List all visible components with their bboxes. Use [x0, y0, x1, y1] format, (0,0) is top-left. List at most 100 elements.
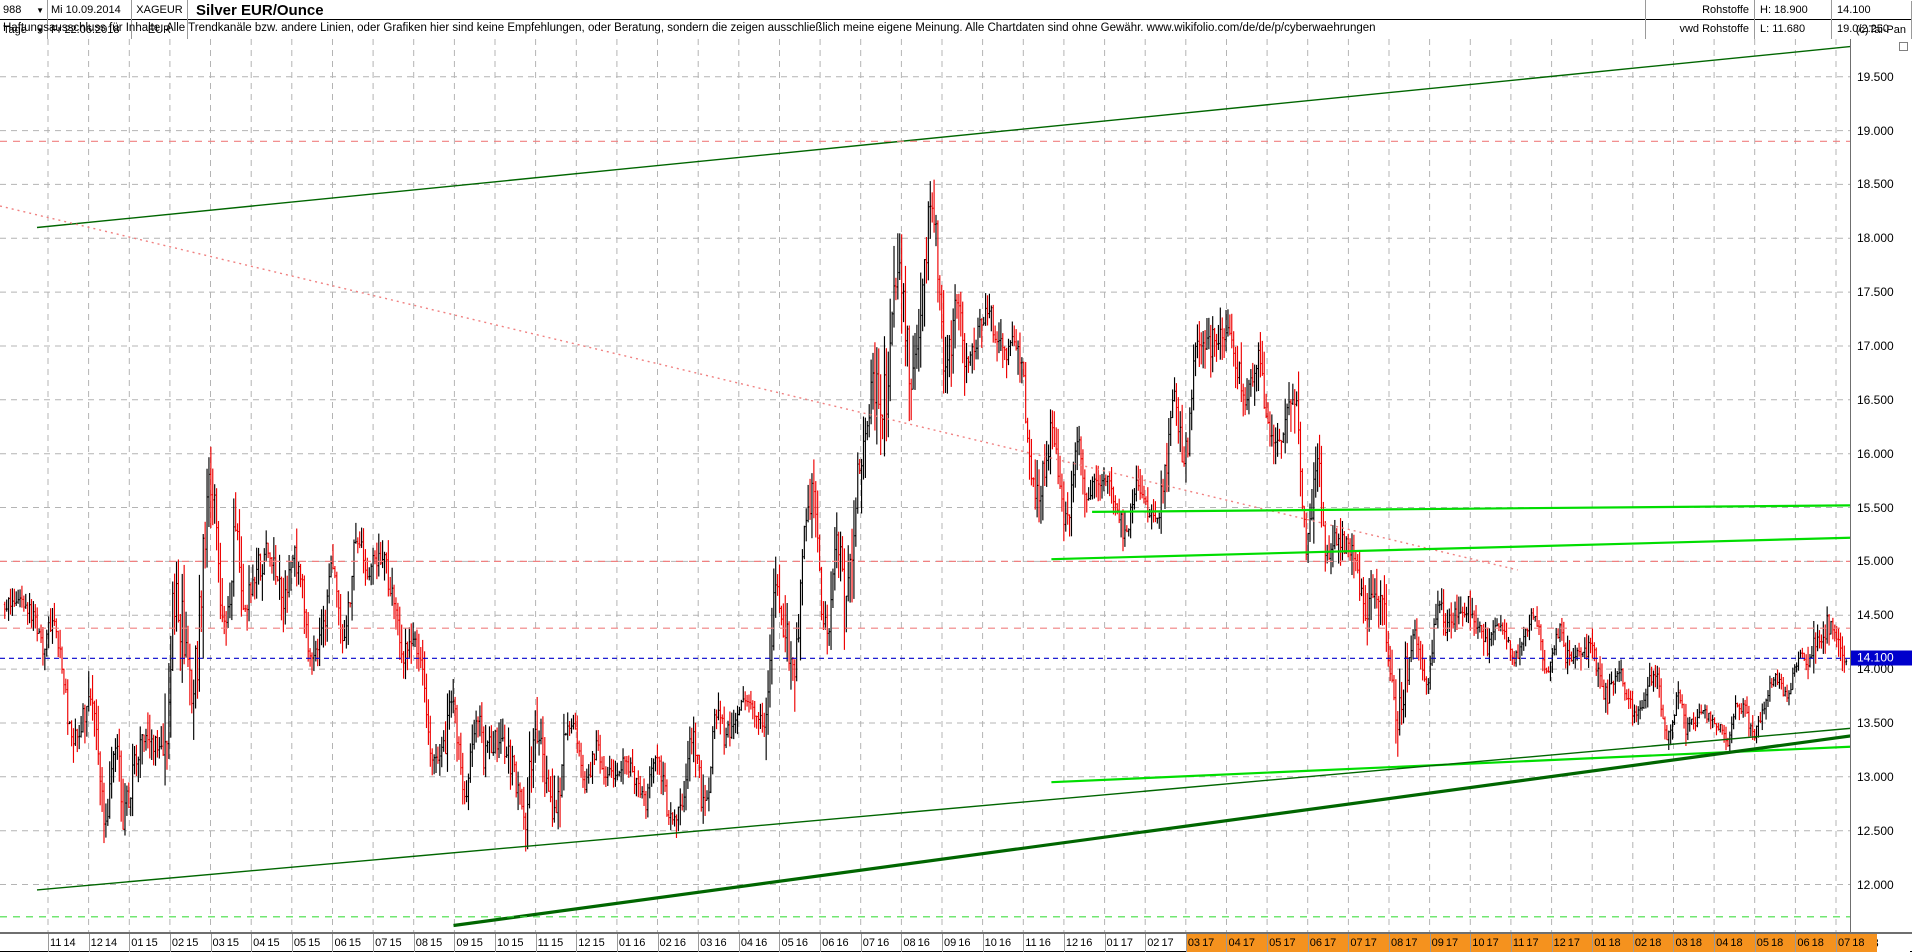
x-axis-tick-label: 08 16 [901, 934, 942, 952]
y-axis-tick-label: 18.000 [1857, 231, 1894, 246]
x-tick-month: 04 [1228, 937, 1241, 949]
x-axis-tick-label: 10 15 [495, 934, 536, 952]
disclaimer-text: Haftungsausschluss für Inhalte: Alle Tre… [3, 22, 1376, 34]
x-axis-date-scale[interactable]: L 22.06.18 11141214011502150315041505150… [0, 933, 1912, 952]
x-tick-month: 05 [293, 937, 307, 949]
x-tick-month: 08 [1391, 937, 1404, 949]
x-tick-month: 11 [537, 937, 550, 949]
y-axis-tick-label: 18.500 [1857, 177, 1894, 192]
x-axis-tick-label: 06 16 [820, 934, 861, 952]
x-tick-month: 10 [1472, 937, 1485, 949]
x-tick-year: 16 [714, 937, 727, 949]
x-axis-tick-label: 05 16 [779, 934, 820, 952]
x-axis-tick-label: 09 16 [942, 934, 983, 952]
x-tick-month: 05 [1756, 937, 1769, 949]
x-tick-month: 12 [578, 937, 591, 949]
scale-settings-icon[interactable] [1899, 42, 1908, 51]
bars-count-selector[interactable]: 988 ▼ [0, 0, 48, 20]
thin-green-rising-support [36, 727, 1850, 891]
x-axis-tick-label: 10 17 [1470, 934, 1511, 952]
x-tick-year: 16 [917, 937, 930, 949]
x-tick-year: 15 [348, 937, 361, 949]
chevron-down-icon: ▼ [36, 5, 44, 15]
x-tick-month: 08 [415, 937, 428, 949]
x-axis-tick-label: 02 18 [1632, 934, 1674, 952]
x-tick-year: 17 [1567, 937, 1581, 949]
copyright-label: (c)Tai-Pan [1855, 24, 1906, 36]
last-price-badge: 14.100 [1851, 650, 1912, 666]
x-tick-year: 17 [1445, 937, 1459, 949]
x-axis-tick-label: 02 16 [657, 934, 699, 952]
x-tick-month: 09 [944, 937, 957, 949]
toolbar-header: 988 ▼ Mi 10.09.2014 XAGEUR Silver EUR/Ou… [0, 0, 1912, 20]
y-axis-tick-label: 13.500 [1857, 715, 1894, 730]
x-axis-tick-label: 06 17 [1307, 934, 1349, 952]
upper-green-channel [36, 45, 1850, 229]
x-tick-year: 15 [389, 937, 402, 949]
ohlc-bars [3, 179, 1848, 852]
x-tick-month: 07 [1350, 937, 1363, 949]
x-tick-year: 16 [1038, 937, 1051, 949]
x-axis-tick-label: 10 16 [982, 934, 1024, 952]
x-tick-month: 06 [1797, 937, 1810, 949]
currency-field[interactable]: EUR [132, 20, 188, 40]
x-tick-year: 16 [1080, 937, 1093, 949]
provider-label: vwd Rohstoffe [1679, 23, 1749, 35]
y-axis-price-scale[interactable]: 19.500 19.000 18.500 18.000 17.500 17.000 16.5… [1851, 39, 1912, 933]
x-tick-month: 03 [212, 937, 225, 949]
x-tick-month: 09 [456, 937, 469, 949]
toolbar-header-row2: Tage ▼ Fr 22.06.2018 EUR [0, 20, 1912, 40]
x-axis-tick-label: 11 17 [1510, 934, 1552, 952]
period-high-label: H: 18.900 [1760, 4, 1808, 16]
x-tick-month: 11 [50, 937, 62, 949]
instrument-category-column: Rohstoffe vwd Rohstoffe [1645, 0, 1754, 39]
y-axis-tick-label: 19.500 [1857, 69, 1894, 84]
x-tick-year: 14 [63, 937, 76, 949]
x-tick-year: 15 [592, 937, 605, 949]
symbol-field[interactable]: XAGEUR [132, 0, 188, 20]
interval-label: Tage [3, 24, 27, 36]
x-tick-year: 16 [836, 937, 849, 949]
x-tick-month: 11 [1512, 937, 1525, 949]
chart-plot-area[interactable] [0, 39, 1851, 933]
y-axis-tick-label: 15.000 [1857, 554, 1894, 569]
x-tick-year: 18 [1689, 937, 1702, 949]
date-to-field[interactable]: Fr 22.06.2018 [48, 20, 132, 40]
x-axis-tick-label: 09 15 [454, 934, 495, 952]
x-axis-tick-label: 01 15 [129, 934, 170, 952]
x-axis-tick-label: 03 18 [1673, 934, 1715, 952]
header-instrument-info: Rohstoffe vwd Rohstoffe H: 18.900 L: 11.… [1645, 0, 1912, 39]
x-axis-tick-label: 04 17 [1226, 934, 1268, 952]
x-tick-month: 01 [618, 937, 632, 949]
x-tick-year: 17 [1242, 937, 1255, 949]
interval-selector[interactable]: Tage ▼ [0, 20, 48, 40]
x-tick-month: 06 [334, 937, 347, 949]
x-tick-year: 18 [1649, 937, 1662, 949]
y-axis-tick-label: 19.000 [1857, 123, 1894, 138]
x-axis-tick-label: 12 16 [1063, 934, 1105, 952]
x-axis-tick-label: 01 16 [616, 934, 658, 952]
x-axis-tick-label: 01 17 [1104, 934, 1146, 952]
x-tick-year: 18 [1852, 937, 1865, 949]
x-axis-tick-label: 04 18 [1714, 934, 1755, 952]
x-tick-month: 09 [1431, 937, 1444, 949]
x-tick-year: 17 [1405, 937, 1418, 949]
x-tick-year: 17 [1283, 937, 1296, 949]
x-tick-month: 05 [1269, 937, 1282, 949]
x-tick-year: 18 [1608, 937, 1621, 949]
bright-green-lower-rail [1051, 536, 1850, 561]
x-tick-month: 03 [700, 937, 713, 949]
y-axis-tick-label: 16.500 [1857, 392, 1894, 407]
x-axis-tick-label: 07 16 [860, 934, 902, 952]
date-from-label: Mi 10.09.2014 [51, 4, 121, 16]
x-axis-tick-label: 03 17 [1185, 934, 1227, 952]
x-tick-month: 08 [903, 937, 916, 949]
x-tick-year: 17 [1323, 937, 1337, 949]
x-tick-month: 04 [253, 937, 266, 949]
x-tick-month: 06 [1309, 937, 1322, 949]
x-axis-tick-label: 05 18 [1754, 934, 1796, 952]
x-tick-month: 01 [1106, 937, 1119, 949]
date-to-label: Fr 22.06.2018 [51, 24, 120, 36]
date-from-field[interactable]: Mi 10.09.2014 [48, 0, 132, 20]
y-axis-tick-label: 15.500 [1857, 500, 1894, 515]
